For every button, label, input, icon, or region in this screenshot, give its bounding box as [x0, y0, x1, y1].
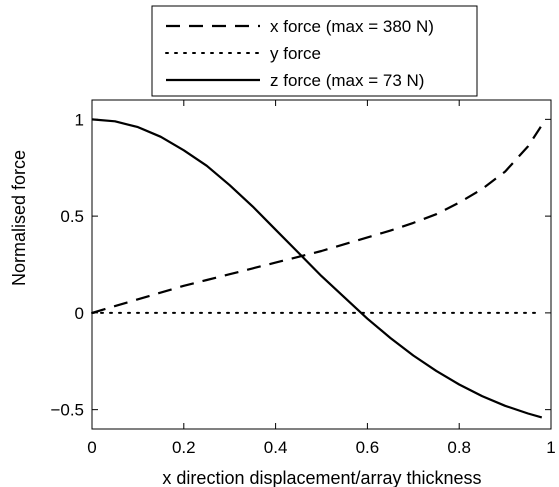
legend-label: x force (max = 380 N)	[270, 17, 434, 36]
plot-area	[91, 99, 552, 430]
legend-label: y force	[270, 44, 321, 63]
plot-border	[91, 99, 552, 430]
x-axis: 0 0.2 0.4 0.6 0.8 1	[87, 100, 556, 457]
y-tick-label: 0.5	[60, 207, 84, 226]
x-tick-label: 0.8	[447, 438, 471, 457]
x-tick-label: 0	[87, 438, 96, 457]
series-line-dashed	[91, 124, 543, 314]
y-axis: −0.5 0 0.5 1	[50, 110, 551, 420]
y-tick-label: 1	[75, 110, 84, 129]
x-tick-label: 0.2	[172, 438, 196, 457]
y-tick-label: −0.5	[50, 401, 84, 420]
series-lines	[91, 118, 543, 419]
x-tick-label: 1	[546, 438, 555, 457]
legend-label: z force (max = 73 N)	[270, 71, 424, 90]
y-axis-label: Normalised force	[9, 150, 29, 286]
x-tick-label: 0.4	[264, 438, 288, 457]
x-tick-label: 0.6	[356, 438, 380, 457]
series-line-solid	[91, 118, 543, 419]
y-tick-label: 0	[75, 304, 84, 323]
legend: x force (max = 380 N) y force z force (max…	[151, 5, 478, 97]
x-axis-label: x direction displacement/array thickness	[162, 468, 481, 487]
